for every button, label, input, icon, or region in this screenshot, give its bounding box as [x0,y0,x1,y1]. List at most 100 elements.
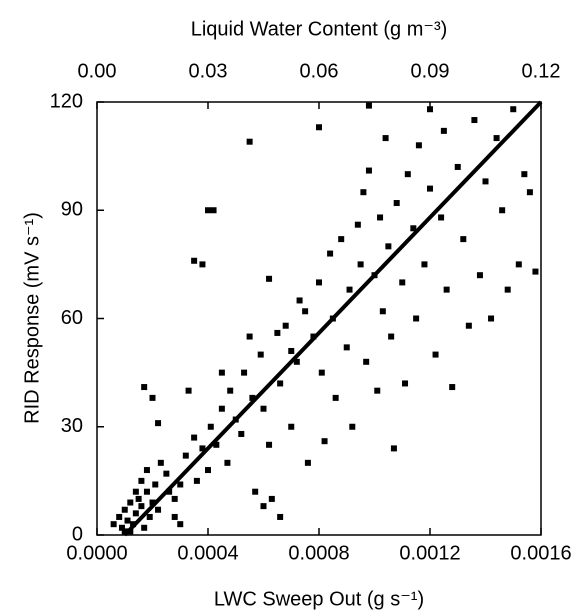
point [171,513,178,520]
point [302,308,309,315]
point [532,268,539,275]
point [388,333,395,340]
point [171,495,178,502]
x-axis-title: LWC Sweep Out (g s⁻¹) [214,588,424,610]
point [260,405,267,412]
y-tick-label: 60 [61,307,83,329]
top-tick-label: 0.03 [189,60,228,82]
point [521,171,528,178]
point [399,279,406,286]
point [218,405,225,412]
top-tick-label: 0.12 [522,60,561,82]
point [182,452,189,459]
point [393,200,400,207]
point [191,434,198,441]
y-tick-label: 30 [61,415,83,437]
point [143,467,150,474]
point [402,380,409,387]
point [440,127,447,134]
point [413,315,420,322]
point [415,142,422,149]
point [385,243,392,250]
point [296,297,303,304]
point [149,499,156,506]
point [277,513,284,520]
point [421,261,428,268]
point [363,358,370,365]
y-tick-label: 120 [50,90,83,112]
point [177,521,184,528]
point [155,420,162,427]
point [118,524,125,531]
point [163,470,170,477]
point [374,387,381,394]
point [191,257,198,264]
point [127,499,134,506]
point [343,344,350,351]
point [427,185,433,192]
point [465,322,472,329]
point [138,503,145,510]
point [205,467,211,474]
point [438,214,445,221]
point [152,481,159,488]
point [327,250,334,257]
point [185,387,192,394]
point [316,124,322,131]
point [318,369,325,376]
point [141,384,148,391]
point [205,207,211,214]
point [499,207,506,214]
point [404,171,411,178]
point [365,167,372,174]
point [210,207,217,214]
point [377,214,384,221]
point [471,117,478,124]
point [526,189,533,196]
top-tick-label: 0.00 [78,60,117,82]
x-tick-label: 0.0012 [399,542,460,564]
point [346,286,353,293]
point [321,438,328,445]
point [213,441,220,448]
point [246,138,253,145]
point [249,394,256,401]
y-tick-label: 0 [72,523,83,545]
point [141,524,148,531]
point [293,358,300,365]
point [177,481,184,488]
point [482,178,489,185]
x-tick-label: 0.0016 [510,542,571,564]
point [268,495,275,502]
point [443,286,450,293]
x-tick-label: 0.0008 [288,542,349,564]
top-tick-label: 0.09 [411,60,450,82]
point [354,221,361,228]
point [121,506,128,513]
point [252,488,259,495]
x-tick-label: 0.0000 [66,542,127,564]
point [157,459,164,466]
point [379,308,386,315]
point [110,521,117,528]
point [288,423,295,430]
point [241,369,248,376]
point [504,286,511,293]
y-axis-title: RID Response (mV s⁻¹) [21,212,43,424]
point [224,459,231,466]
point [149,394,156,401]
point [121,528,128,535]
point [288,347,295,354]
point [282,322,289,329]
point [199,261,206,268]
point [266,441,273,448]
point [155,506,162,513]
point [132,488,139,495]
point [116,513,123,520]
point [382,135,389,142]
point [218,369,225,376]
point [227,387,234,394]
point [257,351,264,358]
